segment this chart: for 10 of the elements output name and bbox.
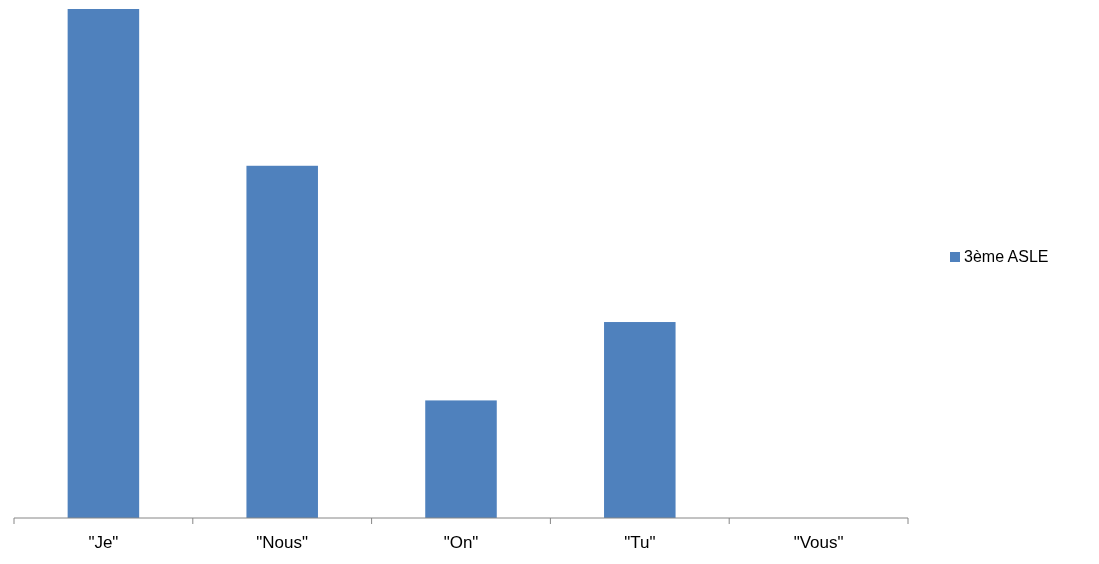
x-tick-label: "Tu": [624, 533, 656, 552]
x-tick-label: "Vous": [793, 533, 844, 552]
legend-label: 3ème ASLE: [964, 248, 1049, 265]
bar: [604, 322, 676, 518]
bar: [67, 9, 140, 518]
bar: [246, 165, 318, 518]
bar: [425, 400, 497, 518]
x-tick-label: "Je": [88, 533, 119, 552]
x-tick-label: "Nous": [256, 533, 309, 552]
x-tick-label: "On": [443, 533, 479, 552]
